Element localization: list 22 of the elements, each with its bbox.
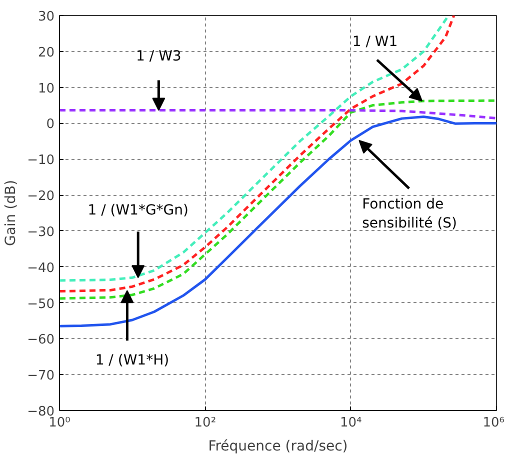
annotation: 1 / W3 [136, 48, 182, 64]
x-tick-label: 10⁴ [340, 416, 362, 430]
y-tick-label: −20 [27, 189, 55, 204]
annotation: 1 / (W1*H) [95, 352, 170, 369]
y-tick-label: −60 [27, 332, 55, 348]
annotation: Fonction de sensibilité (S) [362, 196, 458, 232]
y-tick-label: −30 [27, 224, 55, 240]
y-tick-label: 20 [38, 45, 55, 60]
y-tick-label: 30 [38, 10, 55, 24]
y-tick-label: 0 [46, 117, 55, 132]
y-tick-label: −70 [27, 368, 55, 384]
annotation: 1 / (W1*G*Gn) [88, 202, 188, 219]
annotation: 1 / W1 [352, 34, 398, 50]
y-axis-title: Gain (dB) [3, 180, 20, 246]
y-tick-label: −50 [27, 296, 55, 312]
x-tick-label: 10² [194, 416, 216, 430]
x-tick-label: 10⁶ [482, 416, 505, 430]
x-axis-title: Fréquence (rad/sec) [208, 438, 348, 454]
x-tick-label: 10⁰ [48, 416, 70, 430]
y-tick-label: 10 [38, 81, 55, 96]
y-tick-label: −10 [27, 153, 55, 168]
y-tick-label: −40 [27, 260, 55, 276]
